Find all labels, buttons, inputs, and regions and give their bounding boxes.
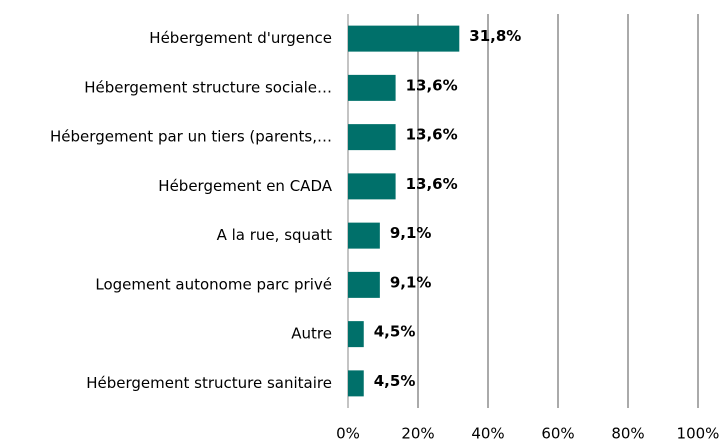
y-tick-label: Logement autonome parc privé (95, 275, 332, 293)
bar (348, 124, 396, 151)
value-label: 13,6% (406, 76, 458, 94)
value-label: 9,1% (390, 273, 432, 291)
value-label: 4,5% (374, 372, 416, 390)
y-tick-label: Hébergement structure sociale… (84, 78, 332, 96)
y-tick-label: Hébergement structure sanitaire (86, 374, 332, 392)
bar (348, 25, 460, 52)
y-tick-label: Hébergement par un tiers (parents,… (50, 128, 332, 146)
y-tick-label: Hébergement en CADA (158, 177, 332, 195)
y-tick-label: Hébergement d'urgence (149, 29, 332, 47)
value-label: 13,6% (406, 175, 458, 193)
value-label: 31,8% (469, 27, 521, 45)
value-label: 4,5% (374, 323, 416, 341)
x-tick-label: 80% (611, 425, 644, 443)
x-tick-label: 20% (401, 425, 434, 443)
x-tick-label: 40% (471, 425, 504, 443)
x-tick-label: 100% (677, 425, 720, 443)
bar (348, 321, 364, 348)
x-tick-label: 60% (541, 425, 574, 443)
bar (348, 222, 380, 249)
y-tick-label: Autre (291, 325, 332, 343)
value-label: 13,6% (406, 126, 458, 144)
bar (348, 370, 364, 397)
y-tick-label: A la rue, squatt (217, 226, 333, 244)
bar (348, 173, 396, 200)
value-label: 9,1% (390, 224, 432, 242)
bar (348, 74, 396, 101)
bar (348, 271, 380, 298)
x-tick-label: 0% (336, 425, 360, 443)
